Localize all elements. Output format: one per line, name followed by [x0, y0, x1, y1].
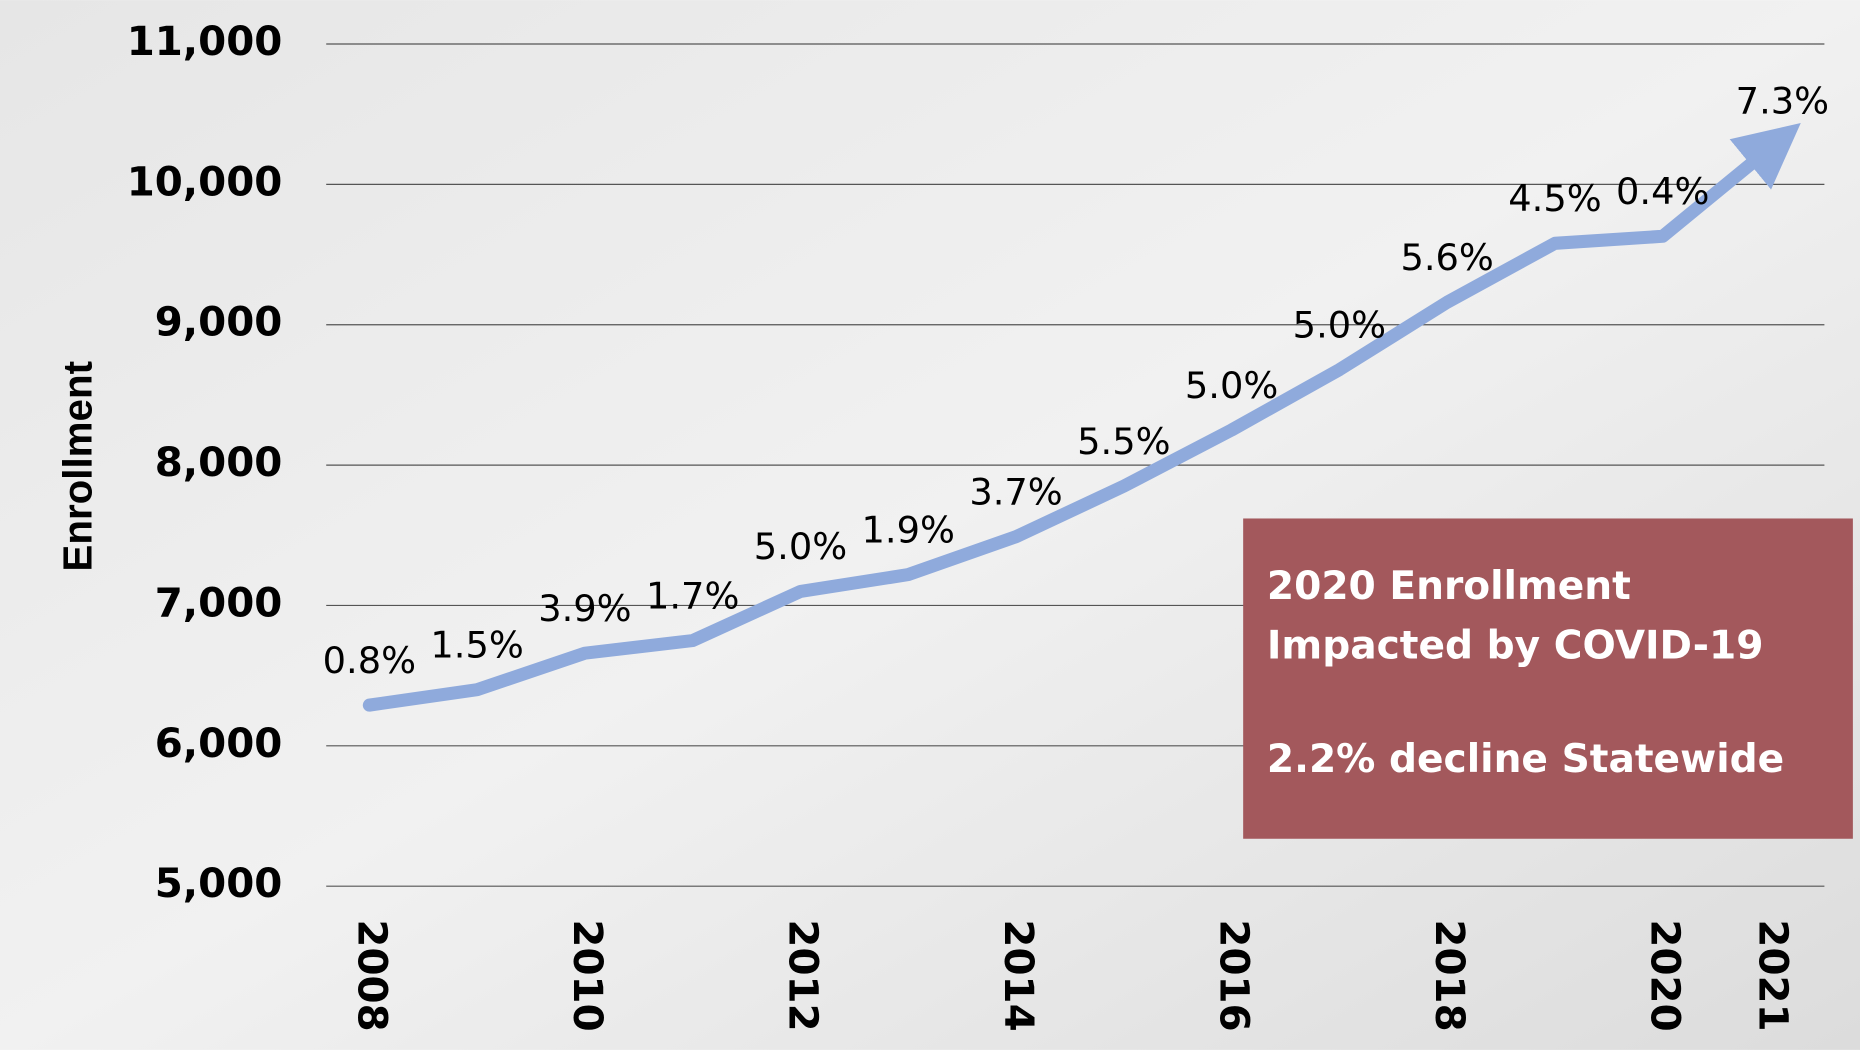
x-tick-label: 2012: [779, 919, 826, 1031]
growth-label: 7.3%: [1736, 79, 1829, 122]
x-tick-label: 2008: [348, 919, 395, 1031]
growth-label: 3.7%: [969, 470, 1062, 513]
y-tick-label: 5,000: [155, 860, 283, 907]
x-tick-label: 2020: [1642, 919, 1689, 1031]
y-tick-label: 8,000: [155, 439, 283, 486]
y-axis-label: Enrollment: [54, 361, 100, 572]
y-tick-label: 10,000: [127, 158, 283, 205]
growth-label: 4.5%: [1508, 177, 1601, 220]
trend-line: [362, 123, 1801, 712]
growth-label: 3.9%: [538, 587, 631, 630]
x-tick-label: 2014: [995, 919, 1042, 1031]
growth-label: 1.5%: [430, 623, 523, 666]
annotation-text: 2020 Enrollment: [1267, 564, 1631, 609]
x-tick-label: 2016: [1211, 919, 1258, 1031]
annotation-text: Impacted by COVID-19: [1267, 623, 1764, 668]
y-tick-label: 11,000: [127, 18, 283, 65]
y-tick-label: 9,000: [155, 299, 283, 346]
annotation-box: [1243, 518, 1853, 839]
x-tick-label: 2018: [1426, 919, 1473, 1031]
growth-label: 5.5%: [1077, 420, 1170, 463]
growth-label: 5.0%: [1185, 364, 1278, 407]
growth-label: 1.9%: [862, 508, 955, 551]
growth-label: 5.0%: [1293, 303, 1386, 346]
growth-label: 1.7%: [646, 574, 739, 617]
growth-label: 5.6%: [1400, 236, 1493, 279]
x-tick-label: 2021: [1750, 919, 1797, 1031]
y-tick-label: 7,000: [155, 579, 283, 626]
y-tick-label: 6,000: [155, 720, 283, 767]
growth-label: 0.8%: [323, 639, 416, 682]
growth-label: 0.4%: [1616, 170, 1709, 213]
annotation-text: 2.2% decline Statewide: [1267, 737, 1784, 782]
growth-label: 5.0%: [754, 525, 847, 568]
x-tick-label: 2010: [564, 919, 611, 1031]
